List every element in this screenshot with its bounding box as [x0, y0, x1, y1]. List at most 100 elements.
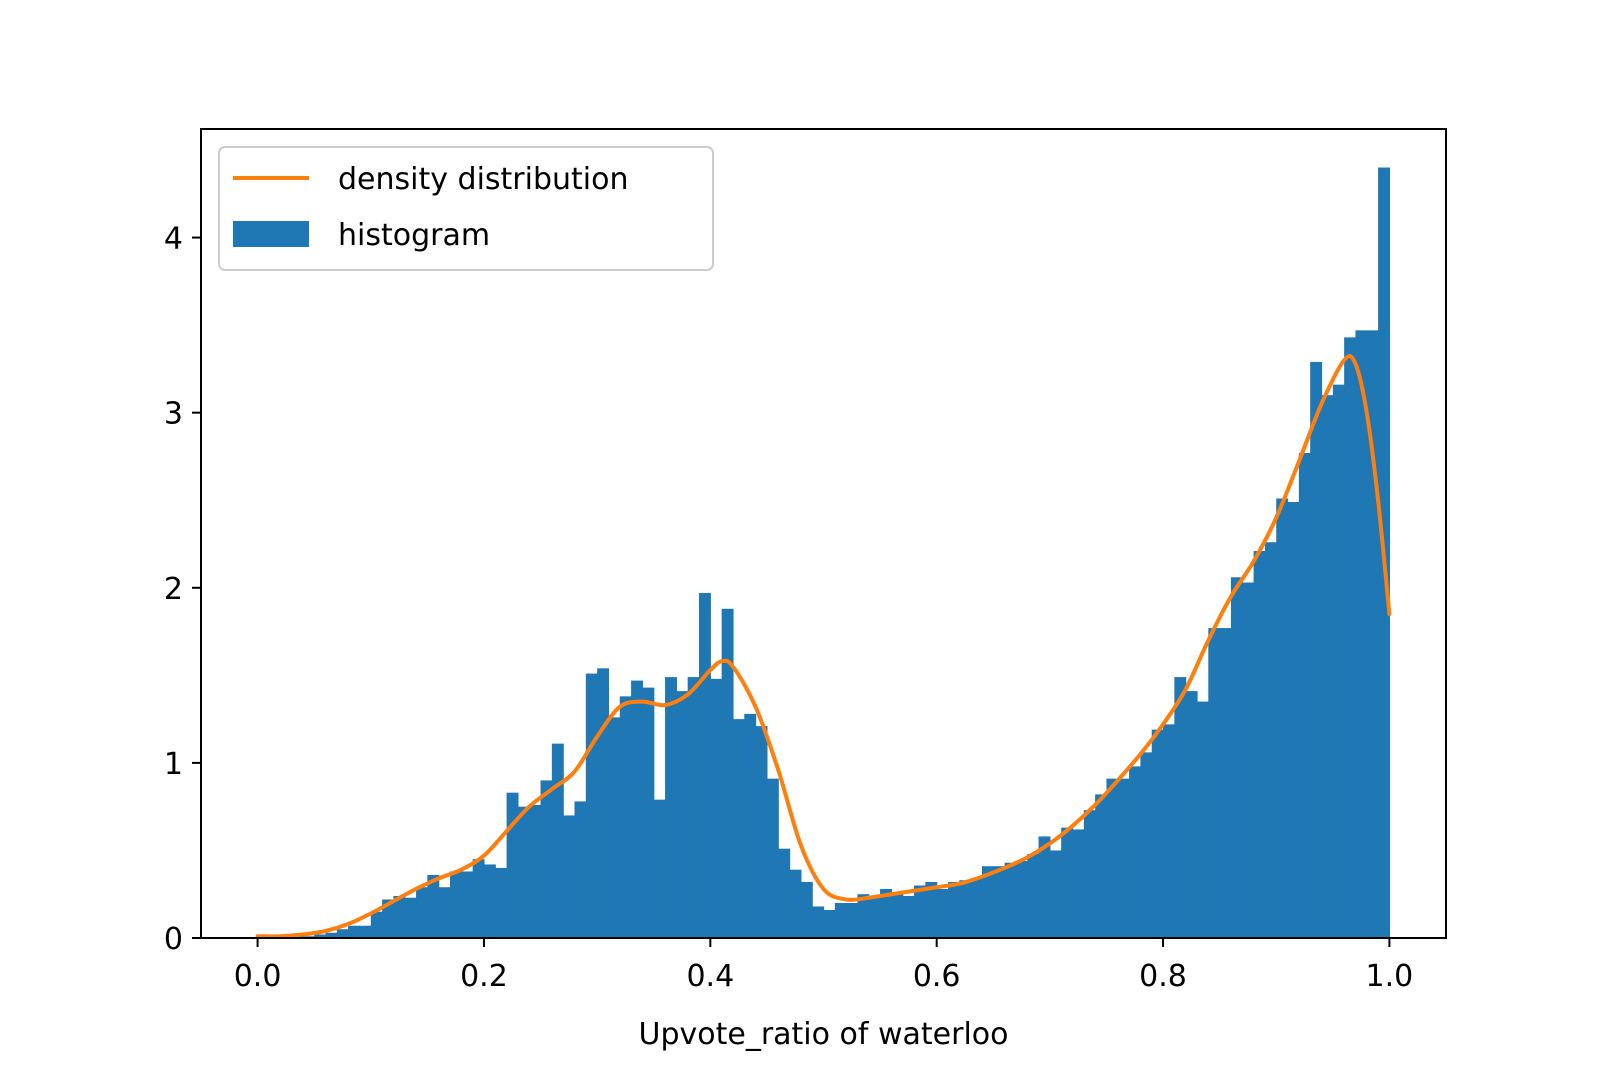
histogram-bar [993, 866, 1006, 938]
histogram-bar [834, 902, 847, 938]
histogram-bar [359, 925, 372, 938]
histogram-bar [936, 888, 949, 938]
histogram-bar [1015, 860, 1028, 938]
histogram-bar [687, 677, 700, 938]
histogram-bar [416, 887, 428, 938]
histogram-bar [857, 894, 870, 938]
histogram-bar [393, 895, 406, 938]
histogram-bar [1185, 691, 1198, 938]
histogram-bar [846, 902, 859, 938]
histogram-bar [348, 925, 361, 938]
histogram-bar [800, 881, 813, 938]
histogram-bar [1038, 836, 1051, 938]
legend-histogram-label: histogram [338, 218, 490, 253]
histogram-bar [721, 608, 734, 938]
histogram-bar [1355, 330, 1368, 938]
histogram-bar [1027, 853, 1040, 938]
histogram-bar [948, 881, 960, 938]
histogram-bar [1117, 778, 1130, 938]
histogram-bar [382, 899, 395, 938]
x-axis: 0.0 0.2 0.4 0.6 0.8 1.0 [234, 938, 1413, 994]
histogram-bar [529, 804, 542, 938]
histogram-bar [597, 668, 610, 938]
histogram-bar [676, 691, 689, 938]
density-curve [255, 353, 1392, 939]
histogram-bar [959, 880, 972, 938]
histogram-bar [370, 911, 383, 938]
histogram-bar [925, 881, 938, 938]
histogram-bar [461, 871, 474, 938]
histogram-bar [868, 895, 881, 938]
histogram-bar [563, 815, 576, 938]
histogram-bar [812, 906, 825, 938]
histogram-bar [1151, 729, 1164, 938]
histogram-bar [902, 895, 915, 938]
histogram-bar [404, 897, 417, 938]
x-tick-label: 0.2 [460, 959, 508, 994]
x-tick-label: 0.6 [913, 959, 961, 994]
histogram-bar [1197, 701, 1209, 938]
histogram-bar [789, 869, 802, 938]
histogram-bar [574, 801, 587, 938]
histogram-bar [438, 887, 451, 938]
histogram-bar [699, 593, 711, 938]
histogram-bar [483, 864, 496, 938]
histogram-bar [1310, 361, 1323, 938]
histogram-bar [665, 677, 677, 938]
histogram-bar [325, 932, 338, 938]
histogram-bar [914, 885, 926, 938]
legend: density distribution histogram [218, 146, 714, 271]
histogram-bar [427, 874, 440, 938]
y-tick-label: 1 [164, 747, 183, 782]
histogram-bar [981, 866, 994, 938]
histogram-bar [1163, 724, 1175, 938]
x-tick-label: 0.4 [686, 959, 734, 994]
histogram-bar [1106, 778, 1119, 938]
density-layer [255, 353, 1392, 939]
histogram-bar [551, 743, 564, 938]
x-tick-label: 0.0 [234, 959, 282, 994]
histogram-bar [744, 713, 757, 938]
plot-frame [200, 128, 1447, 939]
y-tick-label: 4 [164, 222, 183, 257]
histogram-bar [336, 929, 349, 938]
histogram-bar [891, 894, 904, 938]
histogram-bar [1174, 677, 1187, 938]
histogram-bar [1083, 810, 1096, 938]
histogram-bar [755, 726, 768, 938]
histogram-bar [506, 792, 519, 938]
histogram-bar [1219, 628, 1232, 938]
histogram-bar [495, 867, 508, 938]
histogram-bar [823, 909, 836, 938]
histogram-bar [1208, 628, 1221, 938]
histogram-bar [970, 878, 983, 938]
histogram-bar [1366, 330, 1379, 938]
histogram-bar [1230, 577, 1243, 938]
histogram-bar [880, 888, 893, 938]
histogram-bar [314, 934, 327, 938]
y-tick-label: 2 [164, 572, 183, 607]
y-tick-label: 3 [164, 397, 183, 432]
histogram-bar [450, 871, 462, 938]
histogram-bar [1287, 501, 1300, 938]
x-axis-label: Upvote_ratio of waterloo [638, 1017, 1008, 1052]
histogram-bar [1344, 337, 1357, 938]
histogram-bar [1253, 551, 1266, 938]
legend-density-label: density distribution [338, 162, 629, 197]
histogram-bar [1321, 395, 1334, 938]
histogram-bar [585, 673, 598, 938]
histogram-bar [778, 848, 791, 938]
histogram-bar [631, 680, 644, 938]
histogram-bar [1072, 829, 1085, 938]
histogram-bar [642, 687, 655, 938]
histogram-bar [1095, 794, 1108, 938]
histogram-bar [1004, 862, 1017, 938]
histogram-bar [1264, 542, 1277, 938]
histogram-bar [1298, 452, 1311, 938]
histogram-bar [472, 859, 485, 938]
histogram-bar [1242, 582, 1255, 938]
histogram-bar [1129, 766, 1142, 938]
y-tick-label: 0 [164, 922, 183, 957]
histogram-bar [710, 678, 723, 938]
histogram-bar [1332, 384, 1345, 938]
